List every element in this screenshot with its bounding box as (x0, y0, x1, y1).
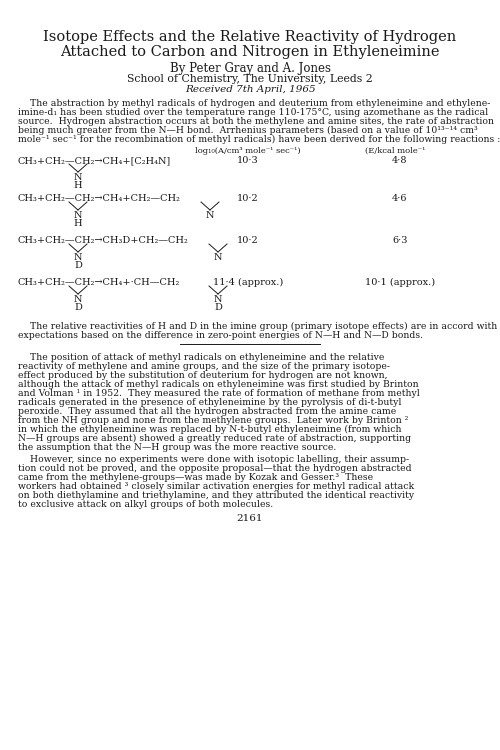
Text: N: N (74, 211, 82, 220)
Text: N: N (206, 211, 214, 220)
Text: although the attack of methyl radicals on ethyleneimine was first studied by Bri: although the attack of methyl radicals o… (18, 380, 418, 389)
Text: being much greater from the N—H bond.  Arrhenius parameters (based on a value of: being much greater from the N—H bond. Ar… (18, 126, 478, 135)
Text: 2161: 2161 (237, 514, 263, 523)
Text: 6·3: 6·3 (392, 236, 408, 245)
Text: The position of attack of methyl radicals on ethyleneimine and the relative: The position of attack of methyl radical… (18, 353, 384, 362)
Text: Received 7th April, 1965: Received 7th April, 1965 (184, 85, 316, 94)
Text: to exclusive attack on alkyl groups of both molecules.: to exclusive attack on alkyl groups of b… (18, 500, 273, 509)
Text: H: H (74, 219, 82, 228)
Text: effect produced by the substitution of deuterium for hydrogen are not known,: effect produced by the substitution of d… (18, 371, 388, 380)
Text: N: N (214, 295, 222, 304)
Text: N: N (74, 295, 82, 304)
Text: the assumption that the N—H group was the more reactive source.: the assumption that the N—H group was th… (18, 443, 336, 452)
Text: 11·4 (approx.): 11·4 (approx.) (213, 278, 283, 287)
Text: expectations based on the difference in zero-point energies of N—H and N—D bonds: expectations based on the difference in … (18, 331, 423, 340)
Text: Isotope Effects and the Relative Reactivity of Hydrogen: Isotope Effects and the Relative Reactiv… (44, 30, 457, 44)
Text: 4·8: 4·8 (392, 156, 408, 165)
Text: CH₃+CH₂—CH₂→CH₄+[C₂H₄N]: CH₃+CH₂—CH₂→CH₄+[C₂H₄N] (18, 156, 171, 165)
Text: radicals generated in the presence of ethyleneimine by the pyrolysis of di-t-but: radicals generated in the presence of et… (18, 398, 402, 407)
Text: CH₃+CH₂—CH₂→CH₄+·CH—CH₂: CH₃+CH₂—CH₂→CH₄+·CH—CH₂ (18, 278, 180, 287)
Text: 10·2: 10·2 (237, 236, 259, 245)
Text: However, since no experiments were done with isotopic labelling, their assump-: However, since no experiments were done … (18, 455, 409, 464)
Text: By Peter Gray and A. Jones: By Peter Gray and A. Jones (170, 62, 330, 75)
Text: in which the ethyleneimine was replaced by N-t-butyl ethyleneimine (from which: in which the ethyleneimine was replaced … (18, 425, 402, 434)
Text: 10·2: 10·2 (237, 194, 259, 203)
Text: The abstraction by methyl radicals of hydrogen and deuterium from ethyleneimine : The abstraction by methyl radicals of hy… (18, 99, 490, 108)
Text: School of Chemistry, The University, Leeds 2: School of Chemistry, The University, Lee… (127, 74, 373, 84)
Text: N: N (74, 173, 82, 182)
Text: 10·1 (approx.): 10·1 (approx.) (365, 278, 435, 287)
Text: workers had obtained ³ closely similar activation energies for methyl radical at: workers had obtained ³ closely similar a… (18, 482, 414, 491)
Text: imine-d₁ has been studied over the temperature range 110-175°C, using azomethane: imine-d₁ has been studied over the tempe… (18, 108, 488, 117)
Text: CH₃+CH₂—CH₂→CH₃D+CH₂—CH₂: CH₃+CH₂—CH₂→CH₃D+CH₂—CH₂ (18, 236, 189, 245)
Text: on both diethylamine and triethylamine, and they attributed the identical reacti: on both diethylamine and triethylamine, … (18, 491, 414, 500)
Text: log₁₀(A/cm³ mole⁻¹ sec⁻¹): log₁₀(A/cm³ mole⁻¹ sec⁻¹) (195, 147, 301, 155)
Text: and Volman ¹ in 1952.  They measured the rate of formation of methane from methy: and Volman ¹ in 1952. They measured the … (18, 389, 420, 398)
Text: 4·6: 4·6 (392, 194, 408, 203)
Text: 10·3: 10·3 (237, 156, 259, 165)
Text: (E/kcal mole⁻¹: (E/kcal mole⁻¹ (365, 147, 425, 155)
Text: H: H (74, 181, 82, 190)
Text: N—H groups are absent) showed a greatly reduced rate of abstraction, supporting: N—H groups are absent) showed a greatly … (18, 434, 411, 443)
Text: peroxide.  They assumed that all the hydrogen abstracted from the amine came: peroxide. They assumed that all the hydr… (18, 407, 396, 416)
Text: The relative reactivities of H and D in the imine group (primary isotope effects: The relative reactivities of H and D in … (18, 322, 497, 332)
Text: D: D (74, 261, 82, 270)
Text: from the NH group and none from the methylene groups.  Later work by Brinton ²: from the NH group and none from the meth… (18, 416, 408, 425)
Text: Attached to Carbon and Nitrogen in Ethyleneimine: Attached to Carbon and Nitrogen in Ethyl… (60, 45, 440, 59)
Text: reactivity of methylene and amine groups, and the size of the primary isotope-: reactivity of methylene and amine groups… (18, 362, 390, 371)
Text: source.  Hydrogen abstraction occurs at both the methylene and amine sites, the : source. Hydrogen abstraction occurs at b… (18, 117, 494, 126)
Text: tion could not be proved, and the opposite proposal—that the hydrogen abstracted: tion could not be proved, and the opposi… (18, 464, 411, 473)
Text: D: D (74, 303, 82, 312)
Text: N: N (74, 253, 82, 262)
Text: CH₃+CH₂—CH₂→CH₄+CH₂—CH₂: CH₃+CH₂—CH₂→CH₄+CH₂—CH₂ (18, 194, 181, 203)
Text: D: D (214, 303, 222, 312)
Text: mole⁻¹ sec⁻¹ for the recombination of methyl radicals) have been derived for the: mole⁻¹ sec⁻¹ for the recombination of me… (18, 135, 500, 144)
Text: came from the methylene-groups—was made by Kozak and Gesser.³  These: came from the methylene-groups—was made … (18, 473, 373, 482)
Text: N: N (214, 253, 222, 262)
